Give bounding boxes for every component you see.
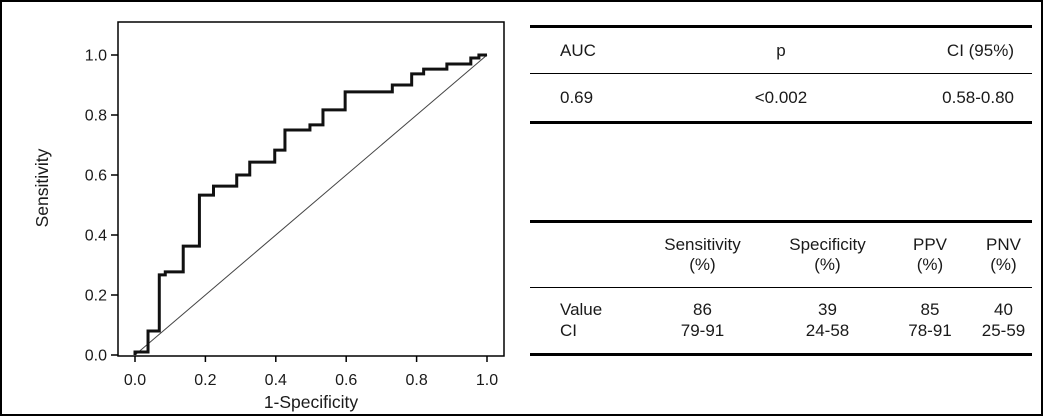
ci-value: 0.58-0.80 [942,87,1014,107]
auc-header: AUC [560,40,596,60]
pnv-header: PNV (%) [975,222,1032,288]
metrics-table: Sensitivity (%) Specificity (%) PPV (%) … [530,220,1032,356]
auc-table: AUC p CI (95%) 0.69 <0.002 0.58-0.80 [530,25,1032,124]
sensitivity-header: Sensitivity (%) [635,222,770,288]
sensitivity-ci: 79-91 [680,320,725,340]
p-header: p [776,40,786,60]
specificity-value: 39 [818,299,837,319]
x-tick-label: 1.0 [476,372,498,389]
metrics-corner-cell [530,222,635,288]
x-tick-label: 0.6 [335,372,357,389]
roc-plot: 0.0 0.2 0.4 0.6 0.8 1.0 0.0 0.2 0.4 0.6 0.8 1.0 1-Sp… [2,2,522,414]
sensitivity-value: 86 [693,299,712,319]
pnv-ci: 25-59 [981,320,1026,340]
x-axis-title: 1-Specificity [264,392,359,412]
roc-plot-svg: 0.0 0.2 0.4 0.6 0.8 1.0 0.0 0.2 0.4 0.6 0.8 1.0 1-Sp… [32,21,505,412]
ci-header: CI (95%) [946,40,1014,60]
reference-diagonal-line [134,54,488,356]
sensitivity-header-line1: Sensitivity [664,235,741,254]
y-tick-label: 0.2 [85,288,107,305]
x-tick-label: 0.2 [194,372,216,389]
ci-row-label: CI [560,320,577,340]
ppv-ci: 78-91 [908,320,952,340]
y-tick-label: 0.8 [85,108,107,125]
x-tick-label: 0.0 [124,372,146,389]
y-tick-label: 0.0 [85,348,107,365]
ppv-header: PPV (%) [885,222,975,288]
specificity-header-line1: Specificity [789,235,866,254]
x-tick-label: 0.4 [265,372,287,389]
metrics-table-header-row: Sensitivity (%) Specificity (%) PPV (%) … [530,222,1032,288]
ppv-header-line1: PPV [912,235,948,254]
y-tick-label: 0.4 [85,228,107,245]
auc-table-value-row: 0.69 <0.002 0.58-0.80 [530,74,1032,123]
sensitivity-header-line2: (%) [689,255,716,274]
auc-value: 0.69 [560,87,594,107]
plot-frame [117,21,505,357]
specificity-header-line2: (%) [814,255,841,274]
x-tick-label: 0.8 [405,372,427,389]
roc-curve-line [133,53,487,355]
y-tick-label: 1.0 [85,48,107,65]
auc-table-header-row: AUC p CI (95%) [530,27,1032,74]
specificity-header: Specificity (%) [770,222,885,288]
pnv-header-line2: (%) [990,255,1017,274]
y-axis-title: Sensitivity [32,148,52,227]
p-value: <0.002 [754,87,808,107]
ppv-header-line2: (%) [916,255,944,274]
pnv-header-line1: PNV [986,235,1021,254]
ppv-value: 85 [920,299,940,319]
y-tick-label: 0.6 [85,168,107,185]
specificity-ci: 24-58 [805,320,850,340]
value-row-label: Value [560,299,603,319]
metrics-ci-row: CI 79-91 24-58 78-91 25-59 [530,320,1032,355]
metrics-value-row: Value 86 39 85 40 [530,288,1032,321]
pnv-value: 40 [994,299,1013,319]
